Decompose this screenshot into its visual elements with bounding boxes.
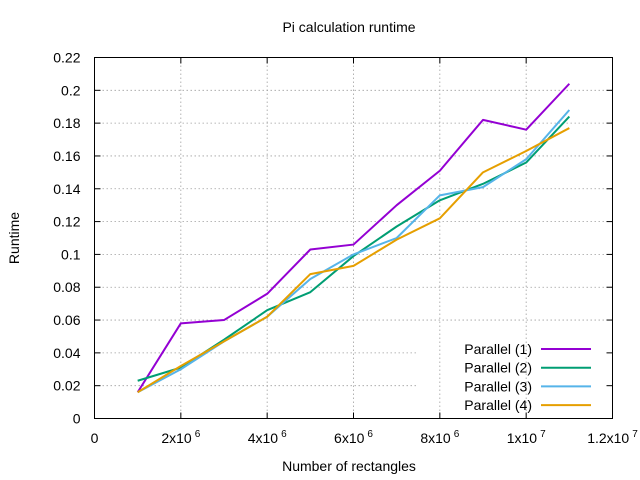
series-layer [136, 83, 571, 394]
x-axis-label: Number of rectangles [282, 458, 416, 474]
x-tick-mantissa: 1.2x10 [587, 430, 629, 446]
x-tick-label: 8x10 6 [420, 429, 459, 446]
x-tick-mantissa: 6x10 [334, 430, 365, 446]
x-tick-exponent: 7 [540, 429, 546, 440]
grid-layer [94, 57, 613, 419]
y-axis-label: Runtime [6, 212, 22, 264]
x-tick-label: 1x10 7 [507, 429, 546, 446]
chart-title: Pi calculation runtime [282, 19, 415, 35]
x-tick-mantissa: 2x10 [161, 430, 192, 446]
y-tick-label: 0.02 [53, 378, 80, 394]
x-tick-mantissa: 0 [91, 430, 99, 446]
x-tick-exponent: 7 [632, 429, 638, 440]
y-tick-label: 0.12 [53, 214, 80, 230]
legend-label: Parallel (3) [464, 378, 532, 394]
y-tick-label: 0.06 [53, 312, 80, 328]
x-tick-mantissa: 1x10 [507, 430, 538, 446]
legend-label: Parallel (4) [464, 397, 532, 413]
legend-label: Parallel (1) [464, 341, 532, 357]
series-line-1 [136, 83, 571, 393]
tick-layer: 0 0.02 0.04 0.06 0.08 0.1 0.12 0.14 0.16 0.18 0.2 0… [53, 50, 638, 447]
y-tick-label: 0.22 [53, 50, 80, 66]
y-tick-label: 0 [73, 411, 81, 427]
x-tick-label: 2x10 6 [161, 429, 200, 446]
legend-label: Parallel (2) [464, 360, 532, 376]
x-tick-exponent: 6 [454, 429, 460, 440]
x-tick-label: 0 [91, 430, 99, 446]
series-line-4 [137, 127, 570, 394]
legend: Parallel (1) Parallel (2) Parallel (3) Para… [464, 341, 591, 413]
y-tick-label: 0.08 [53, 279, 80, 295]
x-tick-label: 6x10 6 [334, 429, 373, 446]
y-tick-label: 0.16 [53, 148, 80, 164]
x-tick-exponent: 6 [367, 429, 373, 440]
y-tick-label: 0.18 [53, 115, 80, 131]
x-tick-mantissa: 4x10 [248, 430, 279, 446]
x-tick-label: 4x10 6 [248, 429, 287, 446]
y-tick-label: 0.04 [53, 345, 80, 361]
x-tick-exponent: 6 [195, 429, 201, 440]
y-tick-label: 0.2 [61, 82, 81, 98]
x-tick-mantissa: 8x10 [420, 430, 451, 446]
x-tick-exponent: 6 [281, 429, 287, 440]
y-tick-label: 0.1 [61, 246, 81, 262]
x-tick-label: 1.2x10 7 [587, 429, 638, 446]
y-tick-label: 0.14 [53, 181, 80, 197]
